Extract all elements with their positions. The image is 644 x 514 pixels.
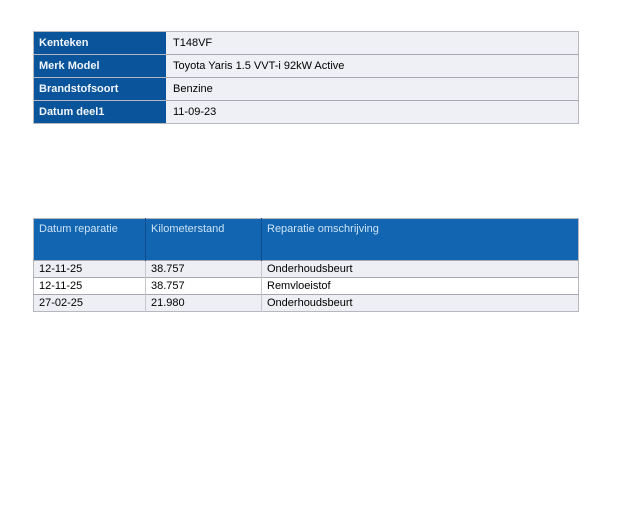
vehicle-info-label: Kenteken — [33, 31, 166, 55]
vehicle-info-row: Brandstofsoort Benzine — [33, 77, 579, 101]
service-history-header-row: Datum reparatie Kilometerstand Reparatie… — [33, 218, 579, 261]
vehicle-info-value: Benzine — [166, 77, 579, 101]
column-header-kilometerstand: Kilometerstand — [145, 218, 262, 261]
vehicle-info-value: T148VF — [166, 31, 579, 55]
vehicle-info-table: Kenteken T148VF Merk Model Toyota Yaris … — [33, 31, 579, 124]
table-row: 12-11-25 38.757 Remvloeistof — [33, 277, 579, 295]
column-header-datum-reparatie: Datum reparatie — [33, 218, 146, 261]
odometer-cell: 21.980 — [145, 294, 262, 312]
repair-description-cell: Remvloeistof — [261, 277, 579, 295]
vehicle-info-label: Datum deel1 — [33, 100, 166, 124]
table-row: 27-02-25 21.980 Onderhoudsbeurt — [33, 294, 579, 312]
repair-date-cell: 27-02-25 — [33, 294, 146, 312]
service-history-table: Datum reparatie Kilometerstand Reparatie… — [33, 218, 579, 312]
vehicle-info-value: 11-09-23 — [166, 100, 579, 124]
repair-description-cell: Onderhoudsbeurt — [261, 260, 579, 278]
vehicle-info-row: Kenteken T148VF — [33, 31, 579, 55]
repair-description-cell: Onderhoudsbeurt — [261, 294, 579, 312]
repair-date-cell: 12-11-25 — [33, 260, 146, 278]
table-row: 12-11-25 38.757 Onderhoudsbeurt — [33, 260, 579, 278]
vehicle-info-value: Toyota Yaris 1.5 VVT-i 92kW Active — [166, 54, 579, 78]
vehicle-info-row: Merk Model Toyota Yaris 1.5 VVT-i 92kW A… — [33, 54, 579, 78]
repair-date-cell: 12-11-25 — [33, 277, 146, 295]
vehicle-info-label: Merk Model — [33, 54, 166, 78]
vehicle-info-row: Datum deel1 11-09-23 — [33, 100, 579, 124]
odometer-cell: 38.757 — [145, 277, 262, 295]
odometer-cell: 38.757 — [145, 260, 262, 278]
vehicle-info-label: Brandstofsoort — [33, 77, 166, 101]
column-header-reparatie-omschrijving: Reparatie omschrijving — [261, 218, 579, 261]
